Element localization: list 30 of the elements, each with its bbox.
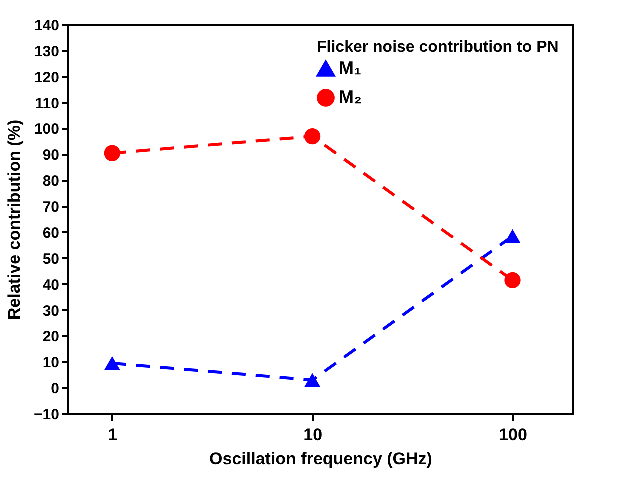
- y-tick-label: 110: [35, 95, 60, 112]
- y-tick-label: 40: [42, 276, 60, 294]
- x-tick-label: 100: [499, 426, 528, 444]
- point: [104, 145, 120, 162]
- y-tick-label: 140: [34, 18, 60, 34]
- y-tick-label: 10: [42, 354, 60, 372]
- x-tick-label: 10: [304, 426, 323, 444]
- legend-title: Flicker noise contribution to PN: [317, 39, 559, 56]
- y-tick-label: 120: [34, 69, 60, 86]
- y-tick-label: 70: [42, 199, 60, 216]
- x-tick-label: 1: [108, 426, 118, 444]
- y-tick-label: 30: [42, 302, 60, 320]
- point: [304, 373, 321, 388]
- y-tick-label: 20: [42, 328, 60, 346]
- point: [304, 128, 321, 145]
- point: [504, 272, 521, 288]
- point: [104, 356, 120, 370]
- y-tick-label: 60: [42, 224, 60, 242]
- x-axis-title: Oscillation frequency (GHz): [210, 450, 432, 468]
- y-tick-label: −10: [34, 406, 60, 424]
- y-tick-label: 80: [42, 173, 60, 190]
- y-tick-label: 0: [51, 380, 60, 398]
- y-tick-label: 100: [34, 121, 60, 138]
- point: [504, 229, 521, 244]
- y-tick-label: 50: [42, 250, 60, 268]
- y-tick-label: 130: [34, 43, 60, 60]
- y-tick-label: 90: [42, 147, 60, 164]
- legend-label: M₂: [339, 87, 362, 107]
- legend-label: M₁: [339, 58, 362, 78]
- y-axis-title: Relative contribution (%): [5, 120, 24, 320]
